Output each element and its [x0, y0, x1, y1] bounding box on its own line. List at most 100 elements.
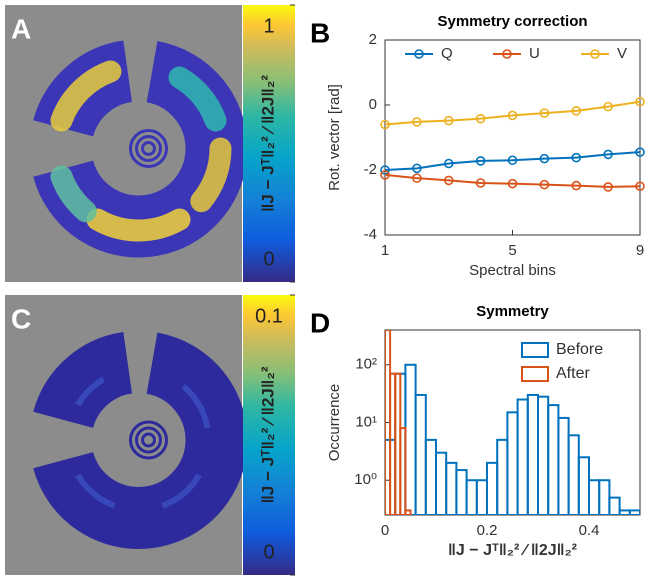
- marker: [443, 175, 454, 186]
- x-axis-label: ‖J − Jᵀ‖₂² ⁄ ‖2J‖₂²: [448, 542, 577, 559]
- tissue: [33, 332, 248, 549]
- marker: [571, 106, 582, 116]
- colorbar-tick-label: 0: [263, 248, 274, 270]
- tissue-patch: [50, 60, 122, 132]
- center-ring: [129, 420, 168, 460]
- legend-label: After: [556, 365, 590, 382]
- legend-marker: [414, 49, 424, 59]
- tissue-patch: [75, 376, 106, 407]
- colorbar-label: ‖J − Jᵀ‖₂² ⁄ ‖2J‖₂²: [258, 75, 277, 212]
- histogram-bar: [618, 509, 631, 515]
- marker: [571, 152, 582, 163]
- line: [384, 173, 641, 188]
- marker: [475, 178, 486, 188]
- marker: [539, 108, 550, 118]
- histogram-bar: [577, 456, 590, 515]
- tissue: [33, 332, 134, 430]
- marker: [635, 96, 645, 107]
- marker: [412, 173, 422, 183]
- legend-label: V: [617, 45, 627, 62]
- histogram-bar: [506, 411, 519, 515]
- marker: [507, 178, 518, 189]
- colorbar-tick-label: 1: [263, 15, 274, 37]
- legend-label: Q: [441, 45, 453, 62]
- panel-label: B: [310, 17, 330, 48]
- marker: [507, 110, 518, 121]
- histogram-bar: [598, 479, 611, 515]
- marker: [635, 147, 645, 157]
- marker: [539, 153, 550, 164]
- marker: [380, 170, 390, 180]
- histogram-bar: [424, 438, 437, 515]
- chart-title: Symmetry: [476, 303, 549, 320]
- panel-label: A: [11, 13, 31, 44]
- x-tick-label: 9: [636, 242, 644, 259]
- histogram-bar: [486, 461, 499, 515]
- histogram-bar: [404, 509, 412, 515]
- center-ring: [141, 141, 156, 156]
- center-ring: [135, 426, 162, 454]
- center-ring: [129, 129, 168, 168]
- histogram-bar: [465, 479, 478, 515]
- marker: [507, 155, 518, 166]
- center-ring: [135, 135, 162, 162]
- tissue-patch: [168, 66, 227, 132]
- marker: [571, 180, 582, 191]
- tissue-patch: [50, 165, 97, 223]
- tissue-patch: [190, 137, 232, 213]
- legend-swatch: [521, 366, 549, 382]
- marker: [380, 165, 390, 175]
- axes-box: [384, 39, 641, 236]
- histogram-bar: [628, 509, 640, 515]
- tissue-patch: [181, 384, 211, 429]
- histogram-bar: [526, 393, 539, 515]
- y-tick-label: -4: [364, 226, 377, 243]
- panel-label: C: [11, 303, 31, 334]
- x-tick-label: 0.2: [477, 522, 498, 539]
- marker: [412, 163, 422, 174]
- marker: [475, 113, 486, 124]
- x-tick-label: 5: [508, 242, 516, 259]
- y-axis-label: Rot. vector [rad]: [326, 84, 343, 191]
- histogram-bar: [557, 416, 570, 515]
- x-axis-label: Spectral bins: [469, 262, 556, 279]
- y-tick-label: 2: [369, 31, 377, 48]
- marker: [412, 117, 422, 127]
- tissue-patch: [75, 473, 116, 509]
- x-tick-label: 1: [381, 242, 389, 259]
- y-tick-label: -2: [364, 161, 377, 178]
- y-tick-label: 10¹: [355, 413, 377, 430]
- legend-label: Before: [556, 341, 603, 358]
- histogram-bar: [588, 479, 601, 515]
- y-tick-label: 10⁰: [354, 471, 377, 488]
- y-tick-label: 10²: [355, 356, 377, 373]
- marker: [380, 119, 390, 130]
- histogram-bar: [537, 395, 550, 515]
- x-tick-label: 0: [381, 522, 389, 539]
- chart-title: Symmetry correction: [437, 13, 587, 30]
- colorbar-tick-label: 0: [263, 541, 274, 563]
- line: [384, 100, 641, 126]
- histogram-bar: [414, 393, 427, 515]
- colorbar: [243, 5, 295, 282]
- x-tick-label: 0.4: [579, 522, 600, 539]
- y-axis-label: Occurrence: [326, 384, 343, 462]
- marker: [603, 149, 613, 160]
- marker: [443, 158, 454, 169]
- marker: [603, 182, 613, 192]
- marker: [443, 115, 454, 126]
- marker: [539, 179, 550, 190]
- histogram-bar: [567, 434, 580, 515]
- colorbar-tick-label: 0.1: [255, 305, 283, 327]
- histogram-bar: [455, 469, 468, 515]
- legend-marker: [590, 49, 600, 59]
- y-tick-label: 0: [369, 96, 377, 113]
- marker: [603, 101, 613, 112]
- center-ring: [141, 432, 156, 448]
- legend-swatch: [521, 342, 549, 358]
- line: [384, 151, 641, 171]
- marker: [475, 156, 486, 166]
- tissue-patch: [161, 473, 202, 509]
- legend-marker: [502, 49, 512, 59]
